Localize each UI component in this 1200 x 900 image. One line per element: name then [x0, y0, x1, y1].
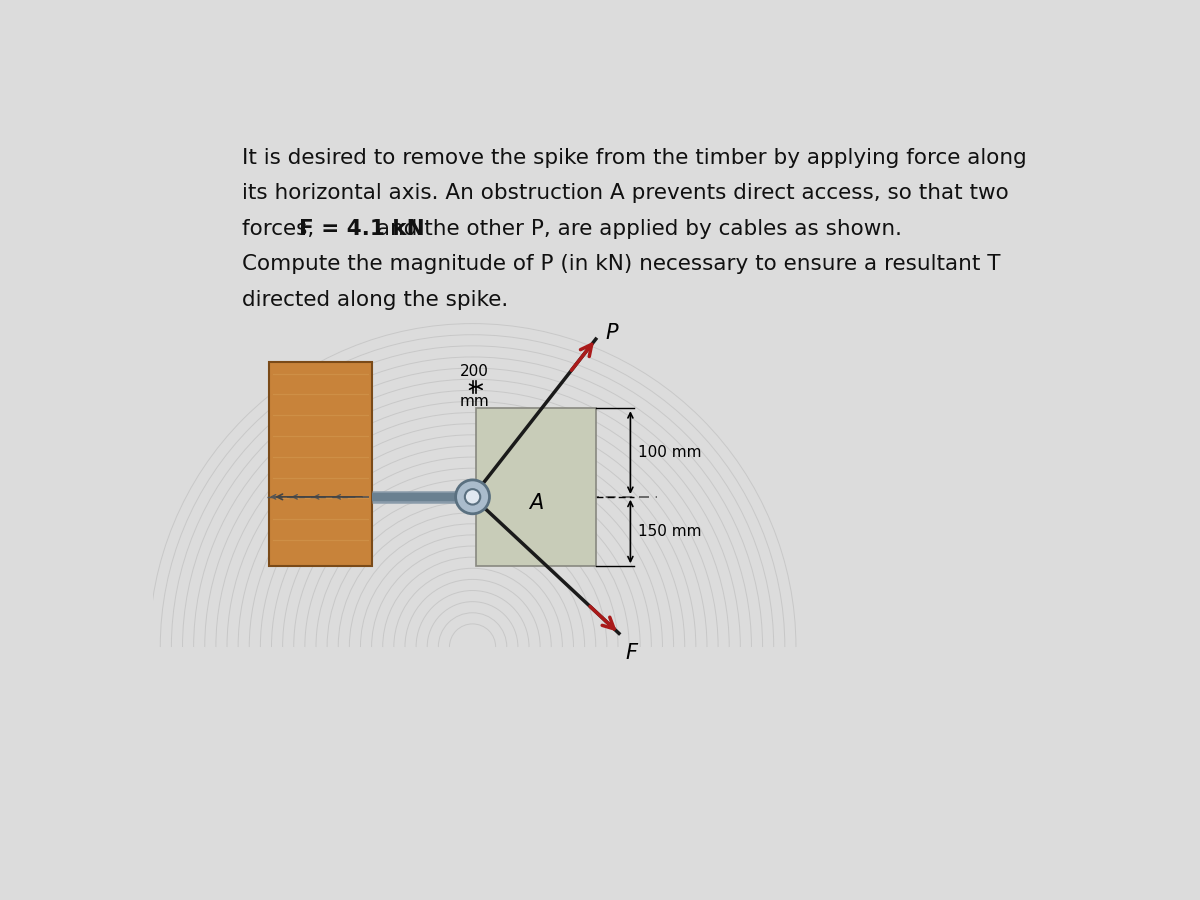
Text: mm: mm	[460, 394, 490, 410]
Bar	[269, 362, 372, 566]
Text: 200: 200	[460, 364, 488, 379]
Circle shape	[456, 480, 490, 514]
Bar	[476, 409, 595, 566]
Text: F = 4.1 kN: F = 4.1 kN	[299, 219, 425, 238]
Text: P: P	[605, 323, 618, 343]
Text: forces,: forces,	[241, 219, 320, 238]
Text: and the other P, are applied by cables as shown.: and the other P, are applied by cables a…	[371, 219, 902, 238]
Text: Compute the magnitude of P (in kN) necessary to ensure a resultant T: Compute the magnitude of P (in kN) neces…	[241, 255, 1000, 274]
Text: directed along the spike.: directed along the spike.	[241, 290, 508, 310]
Circle shape	[464, 490, 480, 505]
Text: F: F	[625, 643, 637, 662]
Text: its horizontal axis. An obstruction A prevents direct access, so that two: its horizontal axis. An obstruction A pr…	[241, 184, 1008, 203]
Text: A: A	[529, 492, 544, 513]
Text: 150 mm: 150 mm	[638, 524, 702, 539]
Text: It is desired to remove the spike from the timber by applying force along: It is desired to remove the spike from t…	[241, 148, 1026, 168]
Text: 100 mm: 100 mm	[638, 446, 702, 460]
